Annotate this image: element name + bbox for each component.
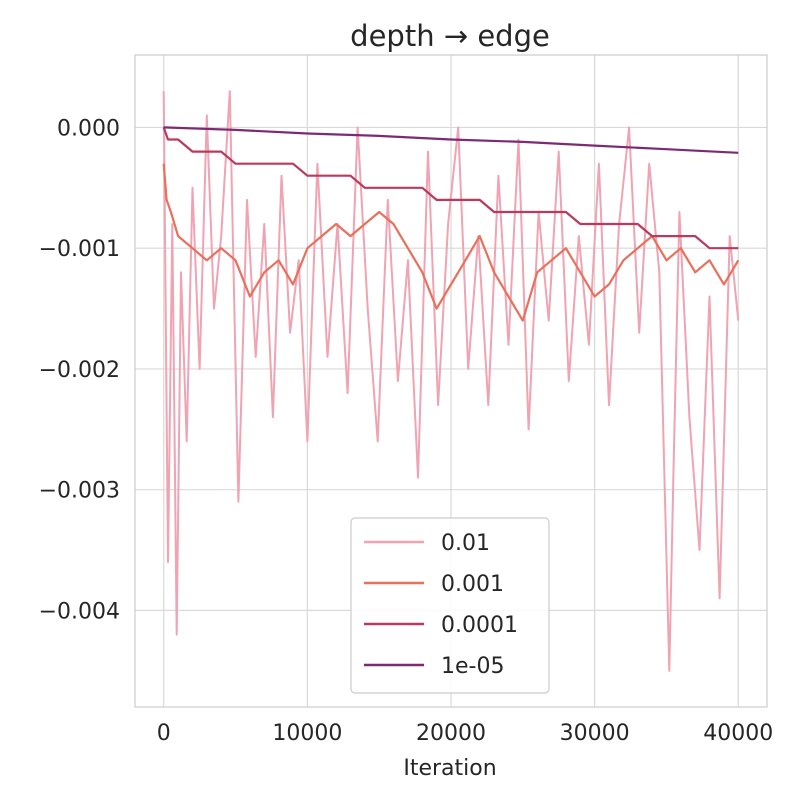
x-tick-label: 40000	[703, 721, 773, 746]
series-line-4	[163, 126, 739, 154]
plot-frame	[134, 54, 768, 708]
y-tick-label: −0.004	[39, 599, 120, 624]
x-tick-label: 30000	[560, 721, 630, 746]
series-line-3	[162, 127, 739, 250]
y-tick-label: −0.001	[39, 237, 120, 262]
x-axis-title: Iteration	[403, 756, 496, 781]
y-tick-labels: 0.000 −0.001 −0.002 −0.003 −0.004	[39, 116, 120, 624]
series-line-1	[162, 90, 740, 672]
legend-label: 0.001	[441, 572, 504, 597]
x-tick-label: 0	[157, 721, 171, 746]
x-tick-label: 20000	[416, 721, 486, 746]
x-tick-label: 10000	[272, 721, 342, 746]
legend: 0.01 0.001 0.0001 1e-05	[350, 517, 550, 694]
y-tick-label: 0.000	[57, 116, 120, 141]
legend-label: 1e-05	[441, 654, 504, 679]
legend-label: 0.0001	[441, 613, 518, 638]
chart-title: depth → edge	[350, 19, 550, 53]
legend-label: 0.01	[441, 531, 490, 556]
series-layer	[162, 90, 740, 672]
y-tick-label: −0.002	[39, 358, 120, 383]
y-tick-label: −0.003	[39, 479, 120, 504]
x-tick-labels: 0 10000 20000 30000 40000	[157, 721, 774, 746]
series-line-2	[162, 163, 740, 322]
legend-box	[350, 517, 550, 694]
